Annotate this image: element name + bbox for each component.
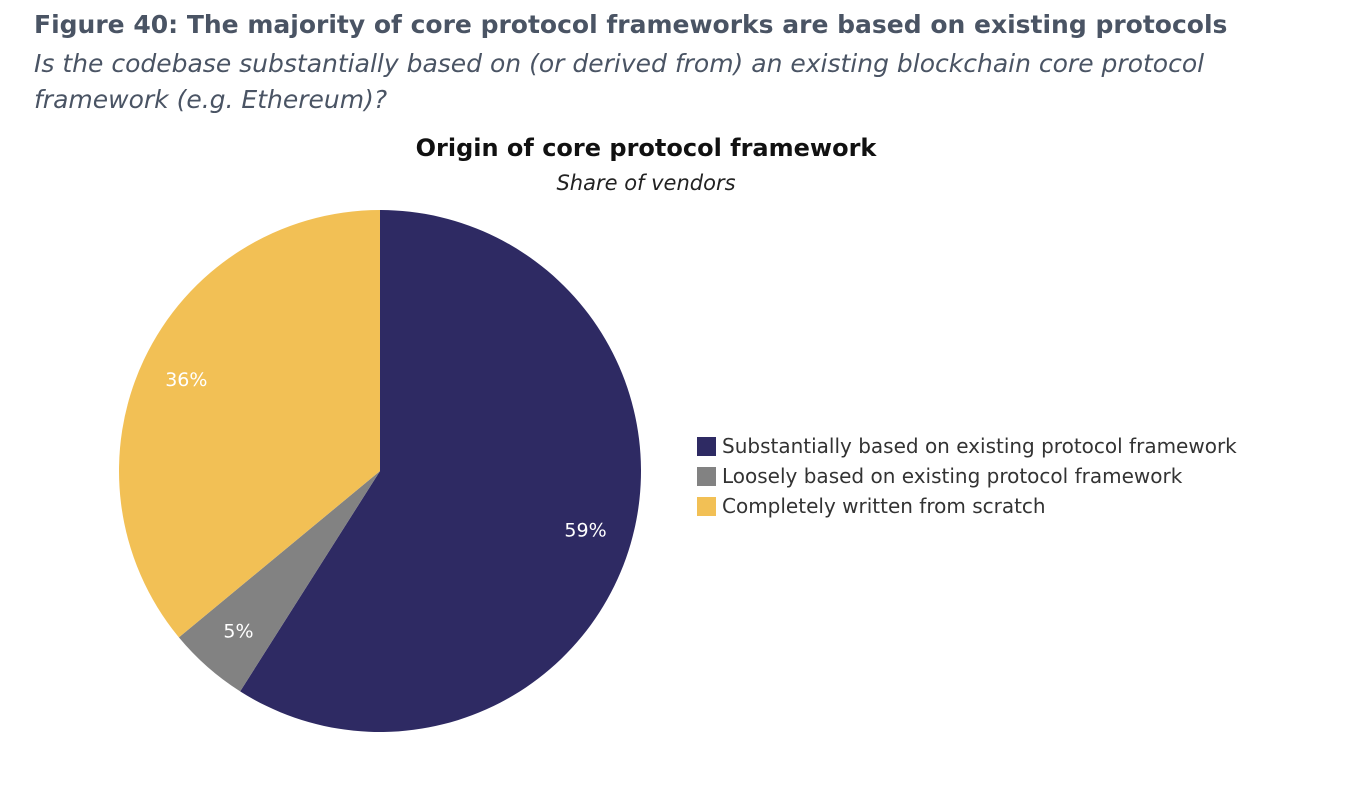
pie-label-substantially-based: 59% <box>564 520 606 542</box>
pie-chart: 59% 5% 36% <box>118 210 641 732</box>
pie-slice-from-scratch <box>118 210 380 638</box>
figure-subtitle: Is the codebase substantially based on (… <box>34 49 1205 114</box>
legend-item-loosely-based: Loosely based on existing protocol frame… <box>697 461 1237 491</box>
pie-slice-loosely-based <box>178 471 380 692</box>
pie-label-from-scratch: 36% <box>165 369 207 391</box>
pie-slice-labels: 59% 5% 36% <box>165 369 606 643</box>
pie-slices <box>118 210 641 732</box>
legend-item-from-scratch: Completely written from scratch <box>697 491 1237 521</box>
pie-slice-substantially-based <box>240 210 641 732</box>
legend-label: Substantially based on existing protocol… <box>722 434 1237 458</box>
figure-title: Figure 40: The majority of core protocol… <box>34 10 1228 39</box>
legend-label: Completely written from scratch <box>722 494 1046 518</box>
chart-title: Origin of core protocol framework <box>415 134 877 162</box>
legend-swatch <box>697 436 716 456</box>
legend-swatch <box>697 496 716 516</box>
legend-swatch <box>697 466 716 486</box>
legend: Substantially based on existing protocol… <box>697 431 1237 521</box>
chart-subtitle: Share of vendors <box>556 171 736 195</box>
pie-label-loosely-based: 5% <box>223 621 253 643</box>
legend-item-substantially-based: Substantially based on existing protocol… <box>697 431 1237 461</box>
legend-label: Loosely based on existing protocol frame… <box>722 464 1183 488</box>
